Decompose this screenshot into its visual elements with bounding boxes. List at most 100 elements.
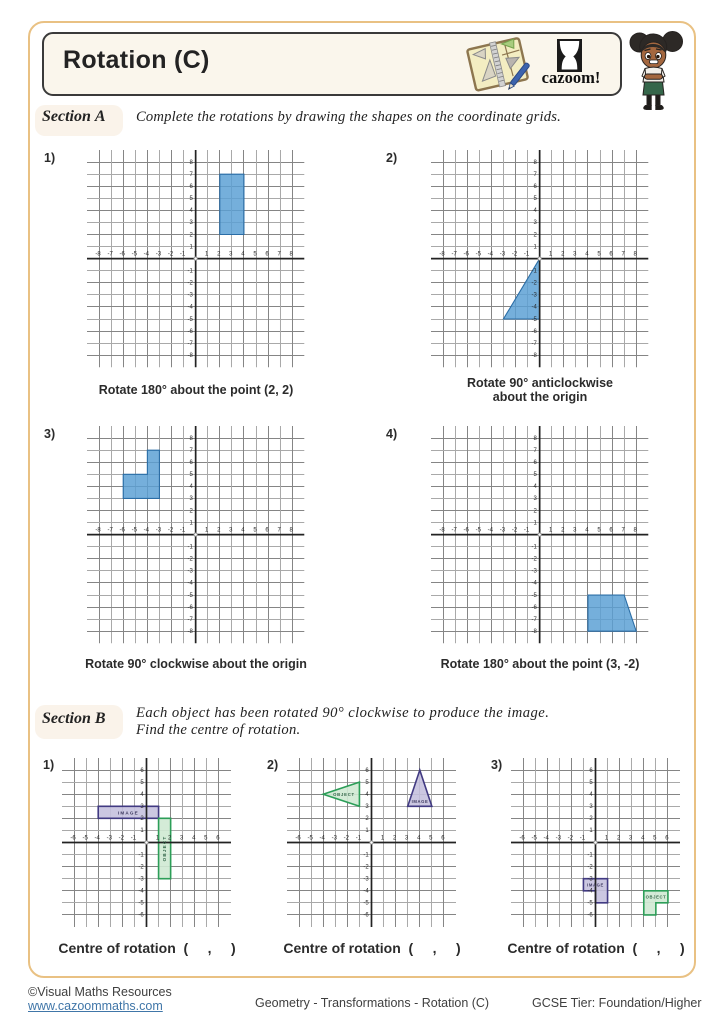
svg-text:-6: -6: [363, 912, 369, 918]
svg-text:-1: -1: [532, 544, 538, 550]
svg-text:3: 3: [365, 804, 369, 810]
svg-text:-4: -4: [363, 888, 369, 894]
svg-text:-6: -6: [532, 605, 538, 611]
svg-text:8: 8: [190, 160, 194, 166]
svg-text:2: 2: [589, 816, 593, 822]
svg-text:3: 3: [534, 220, 538, 226]
svg-text:-4: -4: [320, 835, 326, 841]
svg-text:3: 3: [629, 835, 633, 841]
svg-text:-1: -1: [580, 835, 586, 841]
svg-text:-4: -4: [95, 835, 101, 841]
svg-text:-1: -1: [524, 251, 530, 257]
svg-text:3: 3: [230, 527, 234, 533]
svg-text:-6: -6: [532, 329, 538, 335]
svg-text:IMAGE: IMAGE: [412, 799, 429, 804]
svg-text:-1: -1: [131, 835, 137, 841]
svg-text:-2: -2: [363, 864, 369, 870]
svg-text:-8: -8: [188, 629, 194, 635]
svg-text:1: 1: [381, 835, 385, 841]
svg-text:-2: -2: [139, 864, 145, 870]
svg-text:-3: -3: [156, 251, 162, 257]
svg-text:-2: -2: [568, 835, 574, 841]
svg-text:1: 1: [205, 527, 209, 533]
svg-text:7: 7: [190, 448, 194, 454]
svg-text:-5: -5: [139, 900, 145, 906]
svg-text:3: 3: [574, 527, 578, 533]
svg-text:5: 5: [534, 196, 538, 202]
svg-text:2: 2: [617, 835, 621, 841]
svg-text:3: 3: [574, 251, 578, 257]
svg-text:-4: -4: [488, 527, 494, 533]
svg-text:6: 6: [365, 767, 369, 773]
svg-text:-3: -3: [188, 569, 194, 575]
svg-text:7: 7: [278, 527, 282, 533]
svg-text:5: 5: [598, 527, 602, 533]
svg-text:5: 5: [190, 472, 194, 478]
svg-text:4: 4: [417, 835, 421, 841]
svg-text:5: 5: [190, 196, 194, 202]
svg-text:-4: -4: [144, 251, 150, 257]
svg-text:2: 2: [534, 232, 538, 238]
svg-text:6: 6: [665, 835, 669, 841]
svg-text:-3: -3: [556, 835, 562, 841]
svg-text:-6: -6: [464, 251, 470, 257]
svg-text:OBJECT: OBJECT: [646, 894, 667, 899]
svg-text:4: 4: [534, 208, 538, 214]
svg-text:-2: -2: [512, 527, 518, 533]
svg-text:6: 6: [610, 251, 614, 257]
svg-text:-3: -3: [156, 527, 162, 533]
svg-text:7: 7: [534, 448, 538, 454]
svg-text:2: 2: [141, 816, 145, 822]
svg-text:4: 4: [193, 835, 197, 841]
svg-text:2: 2: [217, 527, 221, 533]
svg-text:-3: -3: [587, 876, 593, 882]
svg-text:-5: -5: [132, 251, 138, 257]
svg-text:-6: -6: [295, 835, 301, 841]
svg-text:2: 2: [561, 251, 565, 257]
svg-text:7: 7: [622, 251, 626, 257]
svg-text:-1: -1: [524, 527, 530, 533]
svg-text:-3: -3: [363, 876, 369, 882]
svg-text:-6: -6: [120, 251, 126, 257]
svg-text:6: 6: [266, 527, 270, 533]
svg-text:4: 4: [141, 792, 145, 798]
svg-text:1: 1: [141, 828, 145, 834]
svg-text:-1: -1: [139, 852, 145, 858]
svg-text:3: 3: [190, 496, 194, 502]
svg-text:-8: -8: [532, 629, 538, 635]
svg-text:4: 4: [589, 792, 593, 798]
svg-text:-7: -7: [108, 251, 114, 257]
svg-text:-5: -5: [132, 527, 138, 533]
svg-text:2: 2: [561, 527, 565, 533]
svg-text:5: 5: [205, 835, 209, 841]
svg-text:8: 8: [534, 436, 538, 442]
svg-text:-2: -2: [587, 864, 593, 870]
svg-text:4: 4: [586, 251, 590, 257]
svg-text:-5: -5: [476, 527, 482, 533]
svg-text:8: 8: [534, 160, 538, 166]
svg-text:-1: -1: [188, 268, 194, 274]
svg-text:1: 1: [534, 244, 538, 250]
svg-text:4: 4: [365, 792, 369, 798]
svg-text:-3: -3: [139, 876, 145, 882]
svg-text:5: 5: [254, 251, 258, 257]
svg-text:-1: -1: [356, 835, 362, 841]
svg-text:-6: -6: [139, 912, 145, 918]
svg-text:-5: -5: [531, 835, 537, 841]
svg-text:4: 4: [190, 208, 194, 214]
svg-text:-8: -8: [532, 353, 538, 359]
svg-text:-8: -8: [96, 527, 102, 533]
svg-text:-6: -6: [188, 329, 194, 335]
svg-text:-2: -2: [344, 835, 350, 841]
svg-text:-4: -4: [144, 527, 150, 533]
svg-text:-1: -1: [180, 527, 186, 533]
svg-text:-3: -3: [500, 527, 506, 533]
svg-text:8: 8: [634, 251, 638, 257]
svg-text:-4: -4: [532, 581, 538, 587]
svg-text:-5: -5: [476, 251, 482, 257]
svg-text:-6: -6: [120, 527, 126, 533]
svg-text:-7: -7: [532, 341, 538, 347]
svg-text:7: 7: [622, 527, 626, 533]
svg-text:-6: -6: [71, 835, 77, 841]
svg-text:5: 5: [365, 780, 369, 786]
